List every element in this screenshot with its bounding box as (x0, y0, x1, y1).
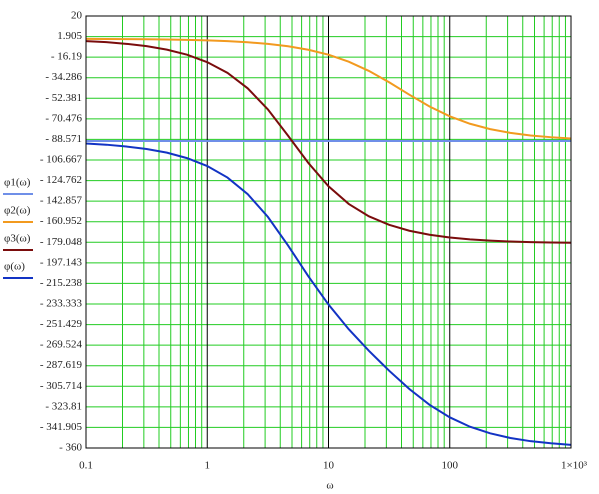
y-tick-label: - 106.667 (40, 154, 83, 166)
series-line (85, 142, 572, 446)
x-tick-label: 1×10³ (561, 460, 588, 472)
x-tick-label: 1 (205, 460, 211, 472)
y-tick-label: - 16.19 (51, 51, 83, 63)
x-axis-label: ω (326, 480, 333, 492)
y-tick-label: - 323.81 (45, 400, 82, 412)
plot-frame (85, 15, 572, 449)
y-tick-label: - 34.286 (45, 71, 82, 83)
y-tick-label: - 341.905 (40, 421, 83, 433)
y-tick-label: - 70.476 (45, 112, 82, 124)
y-tick-label: 20 (71, 10, 83, 22)
legend-label: φ1(ω) (4, 177, 31, 189)
y-tick-label: - 124.762 (40, 174, 82, 186)
y-tick-label: - 287.619 (40, 359, 83, 371)
y-tick-label: - 269.524 (40, 339, 83, 351)
data-layer (85, 37, 572, 446)
y-tick-label: - 142.857 (40, 195, 83, 207)
x-tick-label: 0.1 (79, 460, 93, 472)
legend-label: φ3(ω) (4, 233, 31, 245)
y-tick-label: - 233.333 (40, 298, 83, 310)
y-tick-label: - 215.238 (40, 277, 83, 289)
x-tick-label: 10 (323, 460, 335, 472)
y-tick-label: - 179.048 (40, 236, 83, 248)
legend-label: φ(ω) (4, 261, 25, 273)
y-tick-label: - 251.429 (40, 318, 83, 330)
grid-layer (85, 15, 572, 449)
y-tick-label: - 52.381 (45, 92, 82, 104)
y-tick-label: - 160.952 (40, 215, 82, 227)
y-tick-label: 1.905 (57, 30, 82, 42)
x-tick-label: 100 (442, 460, 459, 472)
series-line (85, 37, 572, 140)
y-tick-label: - 88.571 (45, 133, 82, 145)
y-tick-label: - 305.714 (40, 380, 83, 392)
y-tick-label: - 360 (59, 442, 82, 454)
y-tick-label: - 197.143 (40, 256, 83, 268)
series-line (85, 40, 572, 244)
legend-label: φ2(ω) (4, 205, 31, 217)
